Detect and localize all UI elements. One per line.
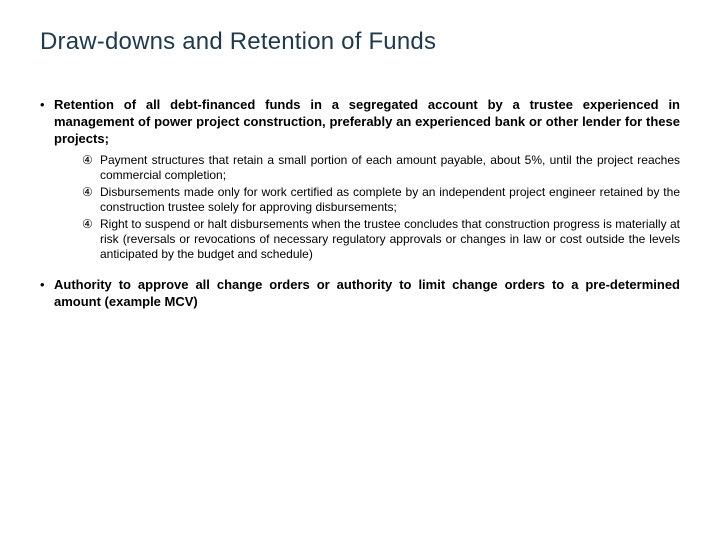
list-item: • Authority to approve all change orders… bbox=[40, 276, 680, 310]
list-item: ④ Payment structures that retain a small… bbox=[82, 153, 680, 183]
circled-number-icon: ④ bbox=[82, 153, 100, 183]
list-item: • Retention of all debt-financed funds i… bbox=[40, 96, 680, 147]
bullet-list: • Retention of all debt-financed funds i… bbox=[40, 96, 680, 310]
list-item: ④ Right to suspend or halt disbursements… bbox=[82, 217, 680, 262]
sub-bullet-text: Right to suspend or halt disbursements w… bbox=[100, 217, 680, 262]
circled-number-icon: ④ bbox=[82, 217, 100, 262]
page-title: Draw-downs and Retention of Funds bbox=[40, 28, 680, 56]
circled-number-icon: ④ bbox=[82, 185, 100, 215]
sub-list: ④ Payment structures that retain a small… bbox=[82, 153, 680, 262]
list-item: ④ Disbursements made only for work certi… bbox=[82, 185, 680, 215]
slide: Draw-downs and Retention of Funds • Rete… bbox=[0, 0, 720, 540]
bullet-marker: • bbox=[40, 276, 54, 310]
sub-bullet-text: Payment structures that retain a small p… bbox=[100, 153, 680, 183]
sub-bullet-text: Disbursements made only for work certifi… bbox=[100, 185, 680, 215]
bullet-text: Authority to approve all change orders o… bbox=[54, 276, 680, 310]
bullet-text: Retention of all debt-financed funds in … bbox=[54, 96, 680, 147]
bullet-marker: • bbox=[40, 96, 54, 147]
